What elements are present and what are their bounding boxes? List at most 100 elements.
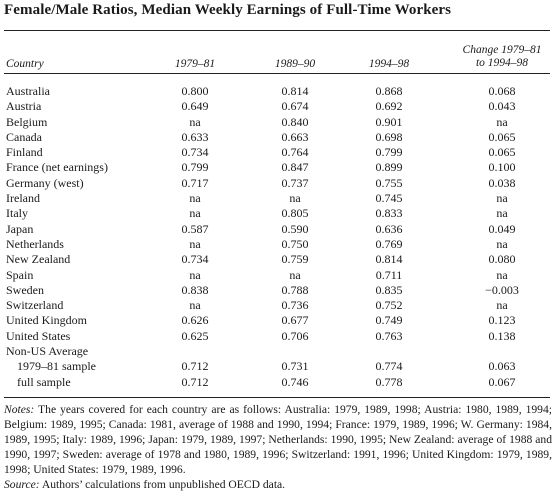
table-title: Female/Male Ratios, Median Weekly Earnin… xyxy=(4,2,452,18)
cell-value: na xyxy=(496,267,508,282)
cell-value: 0.899 xyxy=(375,160,403,175)
source-text: Authors’ calculations from unpublished O… xyxy=(39,478,286,491)
cell-value: 0.080 xyxy=(488,252,516,267)
cell-value: 0.755 xyxy=(375,175,403,190)
table-row: Italy na 0.805 0.833 na xyxy=(0,206,554,221)
cell-value: 0.711 xyxy=(375,267,403,282)
country-name: Non-US Average xyxy=(6,344,89,359)
header-change-line2: to 1994–98 xyxy=(475,57,529,69)
bottom-rule xyxy=(4,397,550,398)
table-row: Germany (west) 0.717 0.737 0.755 0.038 xyxy=(0,176,554,191)
notes-label: Notes: xyxy=(4,403,35,416)
cell-value: 0.065 xyxy=(488,129,516,144)
table-row: United Kingdom 0.626 0.677 0.749 0.123 xyxy=(0,313,554,328)
cell-value: na xyxy=(496,206,508,221)
header-1994-98: 1994–98 xyxy=(368,58,410,70)
cell-value: 0.692 xyxy=(375,99,403,114)
cell-value: 0.734 xyxy=(181,145,209,160)
table-body: Australia 0.800 0.814 0.868 0.068 Austria 0.64… xyxy=(0,84,554,390)
header-1979-81: 1979–81 xyxy=(174,58,216,70)
table-row: Netherlands na 0.750 0.769 na xyxy=(0,237,554,252)
cell-value: 0.805 xyxy=(281,206,309,221)
cell-value: na xyxy=(289,267,301,282)
cell-value: 0.063 xyxy=(488,359,516,374)
cell-value: 0.835 xyxy=(375,282,403,297)
cell-value: 0.636 xyxy=(375,221,403,236)
cell-value: 0.778 xyxy=(375,374,403,389)
country-name: Japan xyxy=(6,221,34,236)
cell-value: 0.763 xyxy=(375,328,403,343)
country-name: Switzerland xyxy=(6,298,64,313)
country-name: Finland xyxy=(6,145,43,160)
country-name: Canada xyxy=(6,129,42,144)
cell-value: 0.736 xyxy=(281,298,309,313)
header-1989-90: 1989–90 xyxy=(274,58,316,70)
table-row: United States 0.625 0.706 0.763 0.138 xyxy=(0,329,554,344)
cell-value: 0.840 xyxy=(281,114,309,129)
cell-value: 0.750 xyxy=(281,236,309,251)
cell-value: 0.038 xyxy=(488,175,516,190)
country-name: Belgium xyxy=(6,114,48,129)
cell-value: 0.712 xyxy=(181,359,209,374)
table-row: France (net earnings) 0.799 0.847 0.899 0.10… xyxy=(0,160,554,175)
cell-value: 0.677 xyxy=(281,313,309,328)
country-name: Germany (west) xyxy=(6,175,84,190)
cell-value: 0.674 xyxy=(281,99,309,114)
cell-value: 0.737 xyxy=(281,175,309,190)
header-change-line1: Change 1979–81 xyxy=(462,44,542,56)
top-rule xyxy=(4,30,550,31)
cell-value: 0.049 xyxy=(488,221,516,236)
table-row: Austria 0.649 0.674 0.692 0.043 xyxy=(0,99,554,114)
table-row: Sweden 0.838 0.788 0.835 −0.003 xyxy=(0,283,554,298)
header-country: Country xyxy=(6,58,44,70)
cell-value: na xyxy=(496,114,508,129)
table-row: Australia 0.800 0.814 0.868 0.068 xyxy=(0,84,554,99)
cell-value: na xyxy=(189,267,201,282)
header-change: Change 1979–81 to 1994–98 xyxy=(452,44,552,70)
cell-value: 0.868 xyxy=(375,84,403,98)
country-name: Italy xyxy=(6,206,28,221)
cell-value: 0.590 xyxy=(281,221,309,236)
cell-value: 0.788 xyxy=(281,282,309,297)
cell-value: 0.633 xyxy=(181,129,209,144)
cell-value: 0.626 xyxy=(181,313,209,328)
cell-value: 0.065 xyxy=(488,145,516,160)
notes-text: The years covered for each country are a… xyxy=(4,403,552,476)
cell-value: 0.749 xyxy=(375,313,403,328)
table-row: Finland 0.734 0.764 0.799 0.065 xyxy=(0,145,554,160)
cell-value: na xyxy=(189,206,201,221)
country-name: United Kingdom xyxy=(6,313,87,328)
cell-value: 0.587 xyxy=(181,221,209,236)
cell-value: 0.663 xyxy=(281,129,309,144)
cell-value: 0.649 xyxy=(181,99,209,114)
cell-value: 0.774 xyxy=(375,359,403,374)
table-row: Ireland na na 0.745 na xyxy=(0,191,554,206)
country-name: 1979–81 sample xyxy=(17,359,96,374)
table-row: Japan 0.587 0.590 0.636 0.049 xyxy=(0,222,554,237)
cell-value: na xyxy=(496,191,508,206)
table-source: Source: Authors’ calculations from unpub… xyxy=(4,477,285,492)
country-name: Australia xyxy=(6,84,50,98)
cell-value: na xyxy=(189,114,201,129)
cell-value: 0.746 xyxy=(281,374,309,389)
cell-value: 0.833 xyxy=(375,206,403,221)
cell-value: 0.759 xyxy=(281,252,309,267)
cell-value: 0.067 xyxy=(488,374,516,389)
table-row: Belgium na 0.840 0.901 na xyxy=(0,115,554,130)
cell-value: 0.068 xyxy=(488,84,516,98)
cell-value: 0.123 xyxy=(488,313,516,328)
table-row: Canada 0.633 0.663 0.698 0.065 xyxy=(0,130,554,145)
country-name: Netherlands xyxy=(6,236,64,251)
cell-value: na xyxy=(189,191,201,206)
cell-value: 0.717 xyxy=(181,175,209,190)
country-name: Sweden xyxy=(6,282,44,297)
cell-value: 0.769 xyxy=(375,236,403,251)
country-name: France (net earnings) xyxy=(6,160,108,175)
cell-value: 0.764 xyxy=(281,145,309,160)
cell-value: 0.706 xyxy=(281,328,309,343)
cell-value: na xyxy=(496,298,508,313)
cell-value: 0.731 xyxy=(281,359,309,374)
cell-value: na xyxy=(496,236,508,251)
country-name: Austria xyxy=(6,99,42,114)
table-row: Switzerland na 0.736 0.752 na xyxy=(0,298,554,313)
